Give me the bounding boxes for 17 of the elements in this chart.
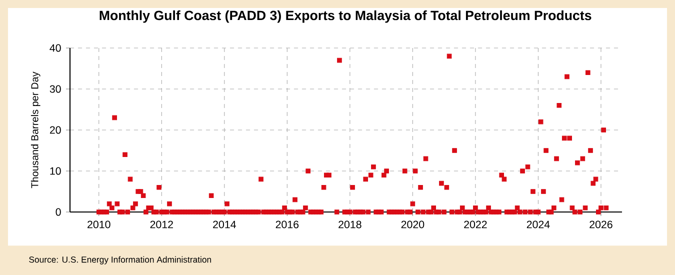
x-tick-label: 2018 (338, 220, 362, 228)
y-tick-label: 0 (56, 208, 61, 216)
x-tick-label: 2016 (276, 220, 299, 228)
y-tick-label: 40 (50, 44, 61, 52)
y-tick-label: 10 (50, 167, 61, 175)
x-tick-label: 2010 (88, 220, 110, 228)
source-note: Source: U.S. Energy Information Administration (29, 256, 211, 264)
y-tick-label: 20 (50, 126, 61, 134)
x-tick-label: 2012 (150, 220, 173, 228)
x-tick-label: 2026 (590, 220, 612, 228)
y-tick-label: 30 (50, 85, 61, 93)
x-tick-label: 2022 (464, 220, 487, 228)
chart-title: Monthly Gulf Coast (PADD 3) Exports to Malaysia of Total Petroleum Products (100, 10, 592, 23)
y-axis-title: Thousand Barrels per Day (30, 72, 40, 188)
x-tick-label: 2014 (213, 220, 236, 228)
x-tick-label: 2024 (526, 220, 550, 228)
x-tick-label: 2020 (401, 220, 424, 228)
